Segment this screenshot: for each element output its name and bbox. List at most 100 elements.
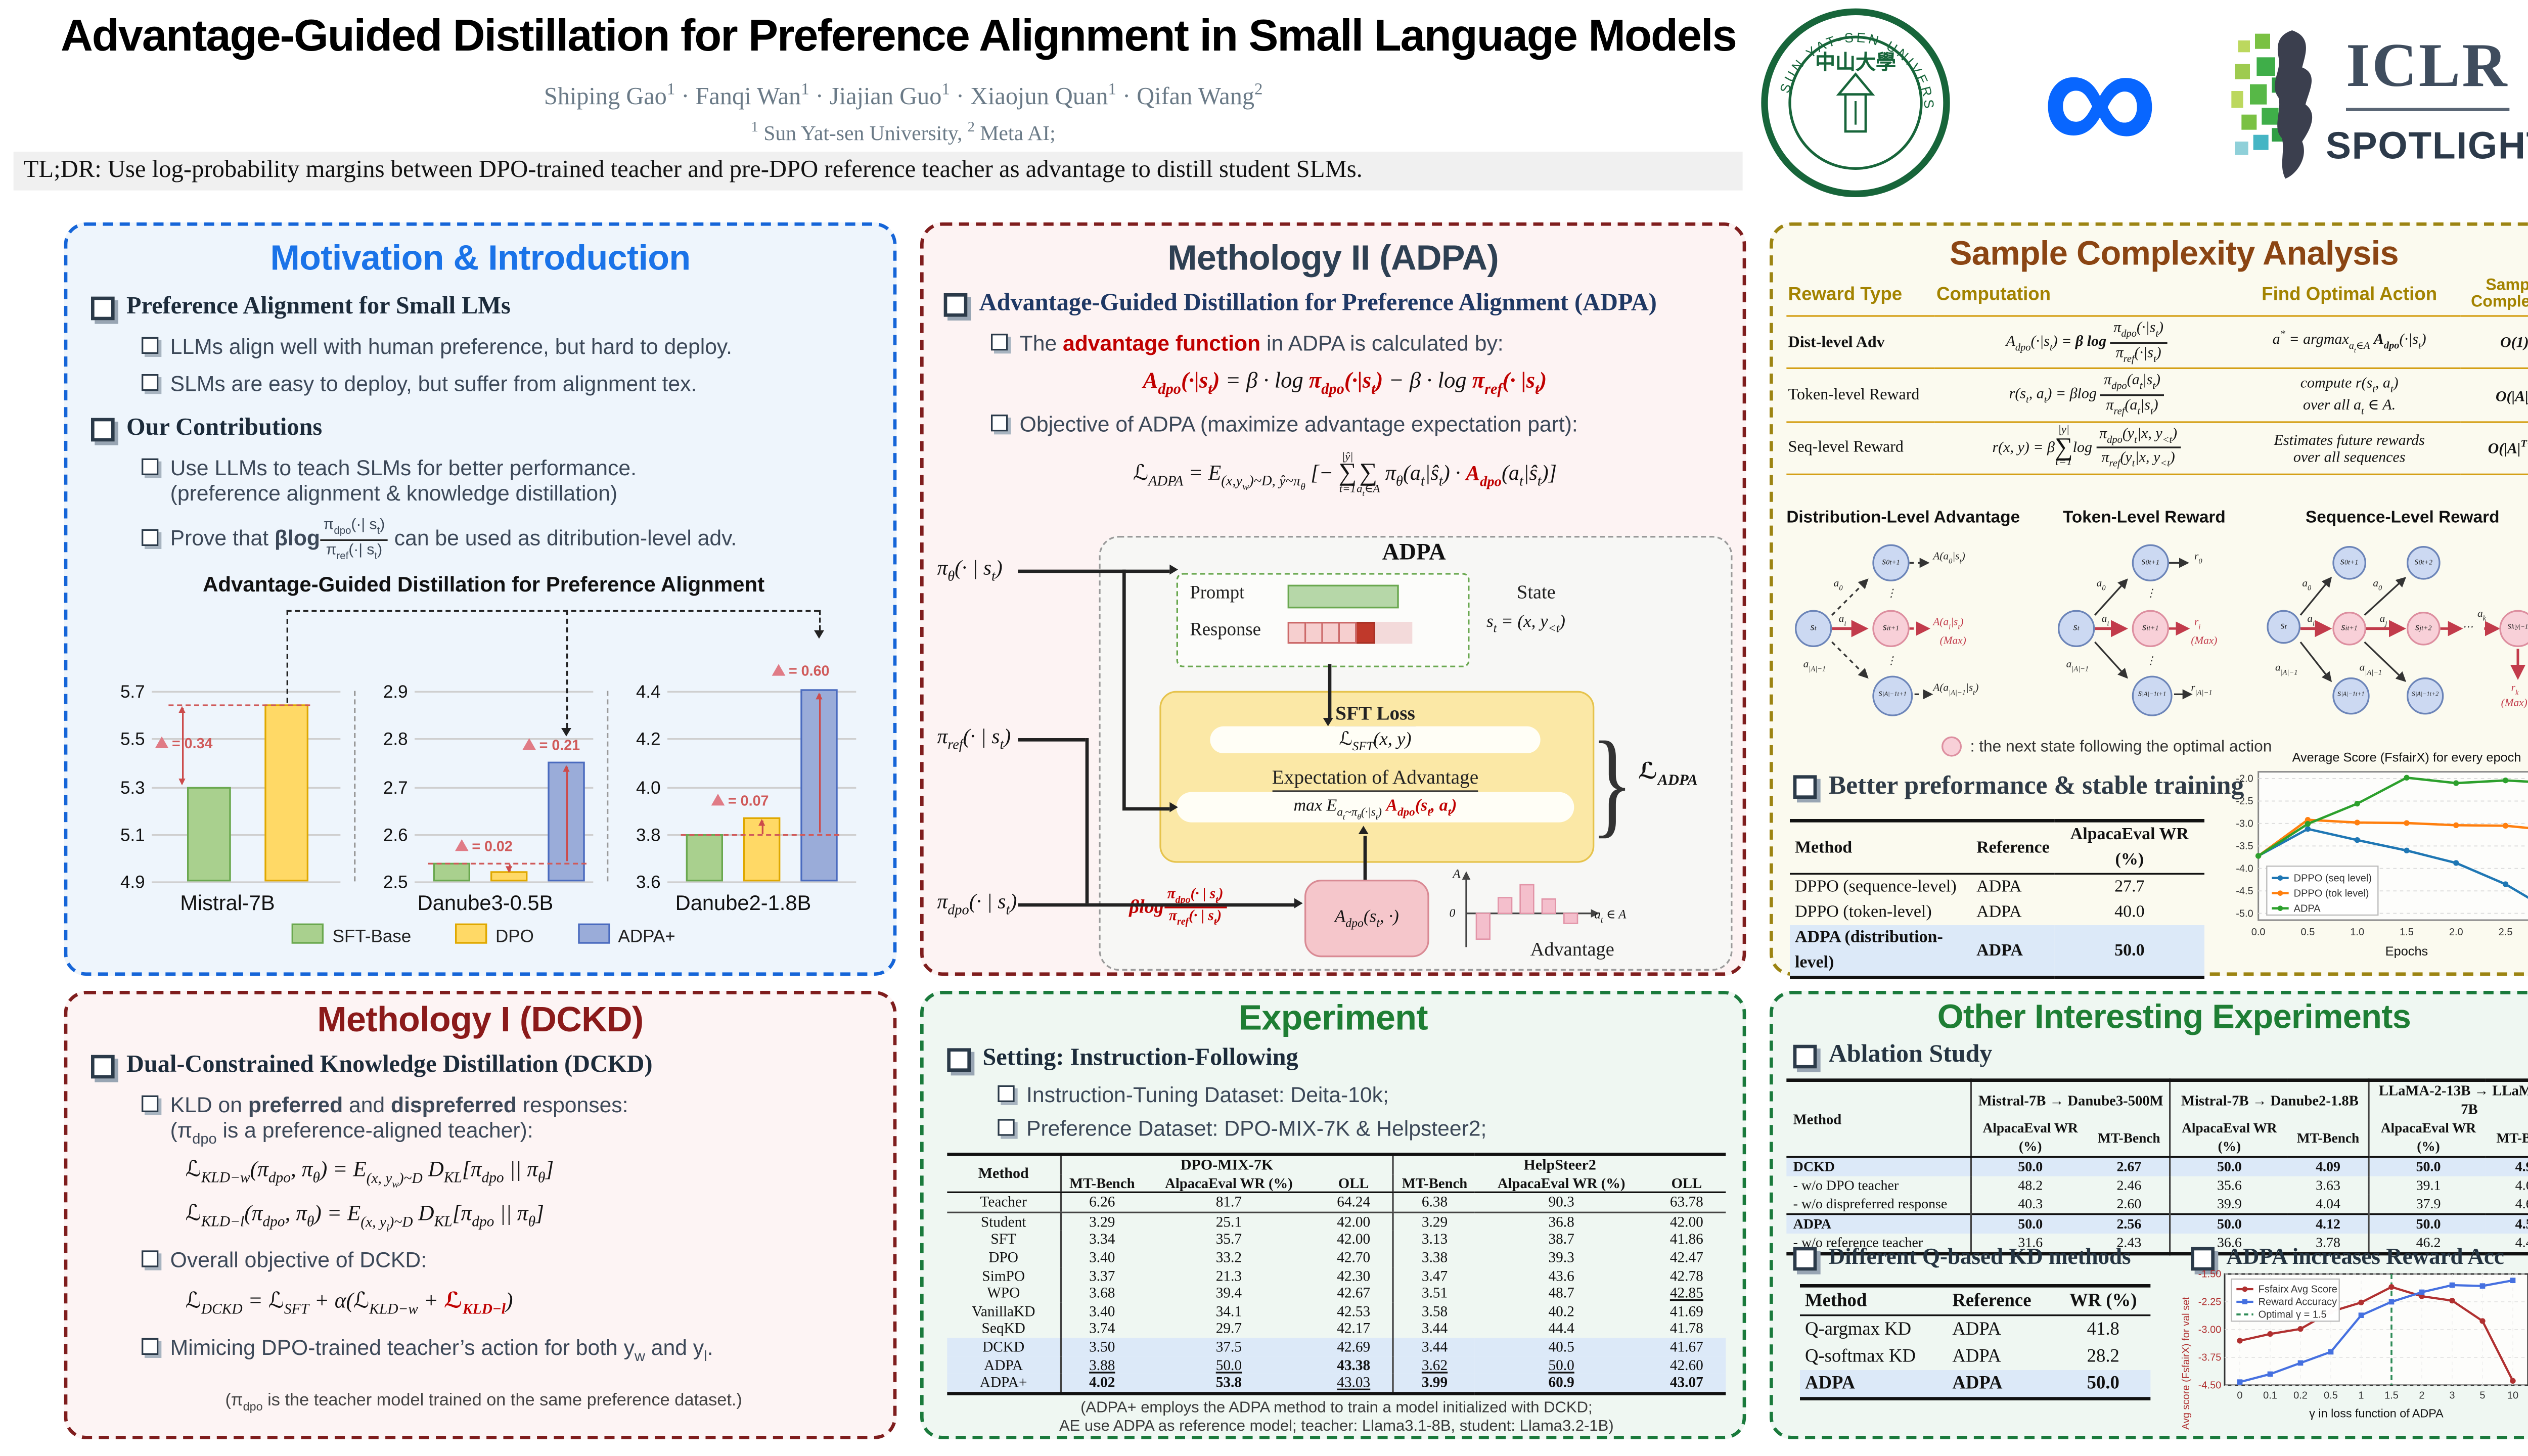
chart-legend: SFT-Base DPO ADPA+ [87,923,880,947]
svg-text:Epochs: Epochs [2385,944,2428,959]
svg-text:Avg score (FsfairX) for val se: Avg score (FsfairX) for val set [2181,1297,2192,1430]
svg-text:Fsfairx Avg Score: Fsfairx Avg Score [2259,1284,2337,1295]
svg-text:DPPO (seq level): DPPO (seq level) [2294,873,2372,884]
poster-title: Advantage-Guided Distillation for Prefer… [60,10,1737,61]
dckd-eq1: ℒKLD−w(πdpo, πθ) = E(x, yw)~D DKL[πdpo |… [185,1156,554,1191]
bullet-llms: LLMs align well with human preference, b… [141,334,876,359]
sft-loss-eq: ℒSFT(x, y) [1210,726,1541,754]
svg-text:0.1: 0.1 [2263,1390,2277,1401]
dckd-title: Methology I (DCKD) [317,1000,644,1040]
better-performance-heading: Better preformance & stable training [1793,772,2299,802]
epoch-score-chart: Average Score (FsfairX) for every epoch -… [2236,751,2528,959]
expectation-label: Expectation of Advantage [1159,762,1591,792]
panel-other: Other Interesting Experiments Ablation S… [1769,990,2528,1439]
svg-text:γ in loss function of ADPA: γ in loss function of ADPA [2309,1406,2444,1420]
poster-header: Advantage-Guided Distillation for Prefer… [0,0,1753,202]
svg-text:0: 0 [2237,1390,2242,1401]
q-methods-table: Method Reference WR (%) Q-argmax KD ADPA 41.8… [1799,1284,2151,1400]
adpa-eq2: ℒADPA = E(x,yw)~D, ŷ~πθ [− |ŷ| ∑ t=1 ∑ at∈A… [1133,450,1557,497]
bullet-dckd: Dual-Constrained Knowledge Distillation … [91,1052,876,1080]
iclr-spotlight-text: SPOTLIGHT [2325,124,2528,167]
bullet-kld: KLD on preferred and dispreferred respon… [141,1092,876,1148]
iclr-logo: ICLR SPOTLIGHT [2228,20,2528,196]
svg-text:-5.0: -5.0 [2236,908,2253,919]
prompt-label: Prompt [1190,583,1245,604]
svg-text:-3.00: -3.00 [2198,1325,2222,1336]
svg-text:-3.75: -3.75 [2198,1352,2222,1363]
experiment-footnote2: AE use ADPA as reference model; teacher:… [1059,1417,1614,1434]
svg-text:1: 1 [2358,1390,2364,1401]
bullet-prove: Prove that βlog πdpo(·| st) πref(·| st) ca… [141,516,883,563]
svg-text:2: 2 [2419,1390,2424,1401]
bullet-teach: Use LLMs to teach SLMs for better perfor… [141,455,876,507]
advantage-caption: Advantage [1530,940,1614,961]
svg-text:Optimal γ = 1.5: Optimal γ = 1.5 [2259,1309,2327,1321]
svg-text:-2.25: -2.25 [2198,1297,2222,1308]
legend-item: SFT-Base [292,923,411,947]
state-label: State [1516,583,1556,604]
svg-text:0.0: 0.0 [2251,927,2266,938]
dckd-eq2: ℒKLD−l(πdpo, πθ) = E(x, yl)~D DKL[πdpo |… [185,1200,544,1235]
bullet-preference-alignment: Preference Alignment for Small LMs [91,293,876,322]
svg-text:0.2: 0.2 [2293,1390,2308,1401]
meta-logo: ∞ [2042,8,2158,189]
svg-text:-3.0: -3.0 [2236,818,2253,830]
bullet-slms: SLMs are easy to deploy, but suffer from… [141,371,876,396]
sft-loss-label: SFT Loss [1159,698,1591,728]
panel-motivation: Motivation & Introduction Preference Ali… [64,222,897,976]
legend-item: ADPA+ [577,923,675,947]
adpa-box-label: ADPA [1382,540,1446,566]
optimal-state-icon [1941,736,1962,757]
experiment-title: Experiment [1238,999,1428,1038]
bullet-it-dataset: Instruction-Tuning Dataset: Deita-10k; [998,1082,1722,1108]
pi-ref-label: πref(· | st) [937,724,1011,753]
svg-text:1.5: 1.5 [2384,1390,2399,1401]
adv-axis-zero: 0 [1449,906,1456,920]
svg-text:-3.5: -3.5 [2236,841,2253,852]
bullet-objective: Objective of ADPA (maximize advantage ex… [990,411,1733,437]
bullet-setting: Setting: Instruction-Following [947,1045,1722,1073]
dckd-footnote: (πdpo is the teacher model trained on th… [225,1392,742,1414]
svg-text:-4.5: -4.5 [2236,886,2253,897]
adpa-eq1: Adpo(·|st) = β · log πdpo(·|st) − β · lo… [1143,367,1547,397]
bar-Mistral-7B-DPO [264,705,308,882]
svg-text:Reward Accuracy: Reward Accuracy [2259,1297,2337,1308]
sysu-logo-text: 中山大學 [1815,50,1896,74]
complexity-table: Reward Type Computation Find Optimal Act… [1786,276,2528,476]
ladpa-brace: } [1591,720,1633,850]
bullet-pref-dataset: Preference Dataset: DPO-MIX-7K & Helpste… [998,1116,1722,1142]
sysu-logo: SUN YAT-SEN UNIVERSITY 中山大學 [1754,0,1952,199]
svg-text:ADPA: ADPA [2294,903,2321,914]
adpo-box: Adpo(st, ·) [1304,879,1429,958]
chart-title: Advantage-Guided Distillation for Prefer… [203,573,765,597]
svg-text:0.5: 0.5 [2324,1390,2338,1401]
iclr-logo-text: ICLR [2345,30,2509,111]
svg-text:1.0: 1.0 [2350,927,2364,938]
complexity-title: Sample Complexity Analysis [1949,236,2399,273]
svg-text:-2.5: -2.5 [2236,796,2253,807]
adpa-outer-box [1099,535,1733,971]
beta-frac: βlog πdpo(· | st) πref(· | st) [1129,885,1227,930]
svg-text:-1.50: -1.50 [2198,1269,2222,1280]
svg-text:5: 5 [2479,1390,2485,1401]
bar-Danube3-0.5B-SFT-Base [433,862,470,882]
q-methods-heading: Different Q-based KD methods [1793,1244,2181,1271]
poster-authors: Shiping Gao1 · Fanqi Wan1 · Jiajian Guo1… [544,80,1263,111]
svg-text:Average Score (FsfairX) for ev: Average Score (FsfairX) for every epoch [2292,751,2521,765]
response-tokens [1287,621,1413,644]
svg-text:2.5: 2.5 [2499,927,2513,938]
adv-axis-y: A [1453,866,1461,882]
ablation-table: Method Mistral-7B → Danube3-500M Mistral-7… [1786,1078,2528,1256]
prompt-bar [1287,584,1399,609]
advantage-mini-chart [1462,871,1600,947]
bullet-contributions: Our Contributions [91,415,876,443]
svg-text:0.5: 0.5 [2301,927,2315,938]
adpa-title: Methology II (ADPA) [1167,239,1499,278]
legend-item: DPO [455,923,534,947]
bullet-adpa: Advantage-Guided Distillation for Prefer… [943,290,1736,318]
reward-acc-heading: ADPA increases Reward Acc [2191,1244,2528,1271]
